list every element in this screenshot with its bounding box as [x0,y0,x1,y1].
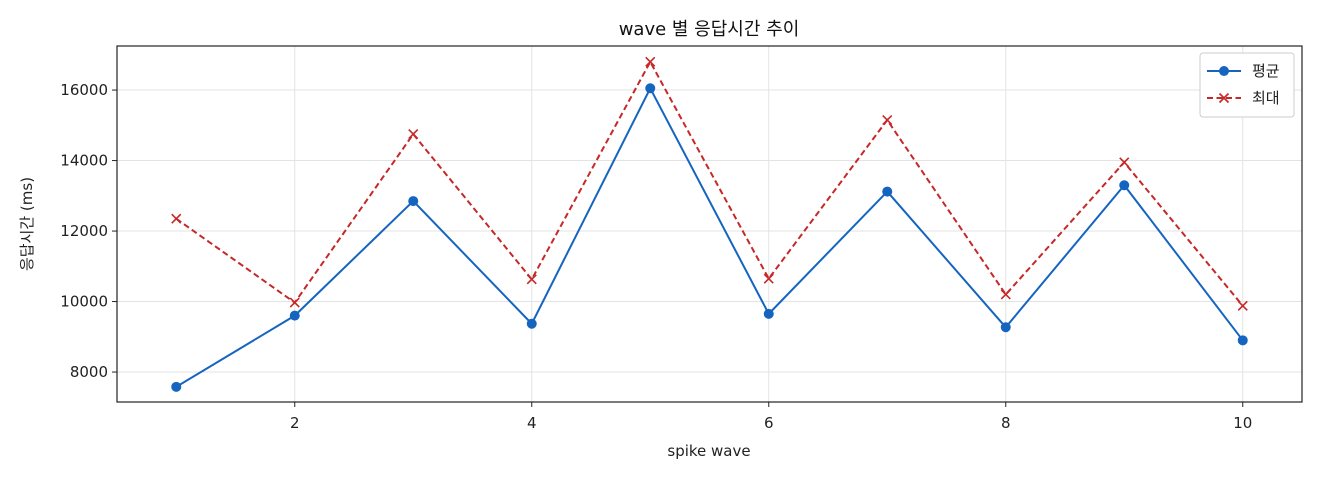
data-point [763,308,774,319]
data-point [289,310,300,321]
x-tick-label: 6 [764,414,774,432]
data-point [1237,300,1248,311]
y-axis-title: 응답시간 (ms) [18,177,36,271]
data-point [408,129,419,140]
y-tick-label: 16000 [60,81,108,99]
x-tick-label: 2 [290,414,300,432]
data-point [526,274,537,285]
legend-box [1199,52,1295,118]
data-point [1119,180,1130,191]
x-tick-label: 4 [527,414,537,432]
series-avg [171,83,1248,392]
y-tick-label: 14000 [60,152,108,170]
y-tick-label: 10000 [60,293,108,311]
series-line [175,86,1244,388]
series-max [171,56,1248,311]
grid [117,46,1302,402]
legend-label: 평균 [1252,62,1280,80]
data-point [645,56,656,67]
chart-title: wave 별 응답시간 추이 [619,19,800,40]
legend-marker [1218,92,1230,104]
x-tick-label: 10 [1233,414,1252,432]
axis-ticks: 2 4 6 8 10 8000 10000 12000 14000 16000 [60,81,1252,432]
data-point [1237,335,1248,346]
legend-marker [1219,66,1229,76]
data-point [882,114,893,126]
data-point [171,213,182,224]
y-tick-label: 8000 [70,363,108,381]
data-point [289,297,300,308]
data-point [526,318,537,329]
data-point [1000,322,1011,333]
series-line [175,59,1244,307]
plot-frame [116,45,1303,403]
series-layer [171,56,1248,392]
data-point [645,83,656,94]
data-point [408,196,419,207]
x-axis-title: spike wave [667,442,750,460]
data-point [1119,157,1130,168]
legend-label: 최대 [1252,89,1280,107]
data-point [171,381,182,392]
data-point [763,273,774,284]
x-tick-label: 8 [1001,414,1011,432]
data-point [1000,289,1011,300]
data-point [882,186,893,197]
y-tick-label: 12000 [60,222,108,240]
